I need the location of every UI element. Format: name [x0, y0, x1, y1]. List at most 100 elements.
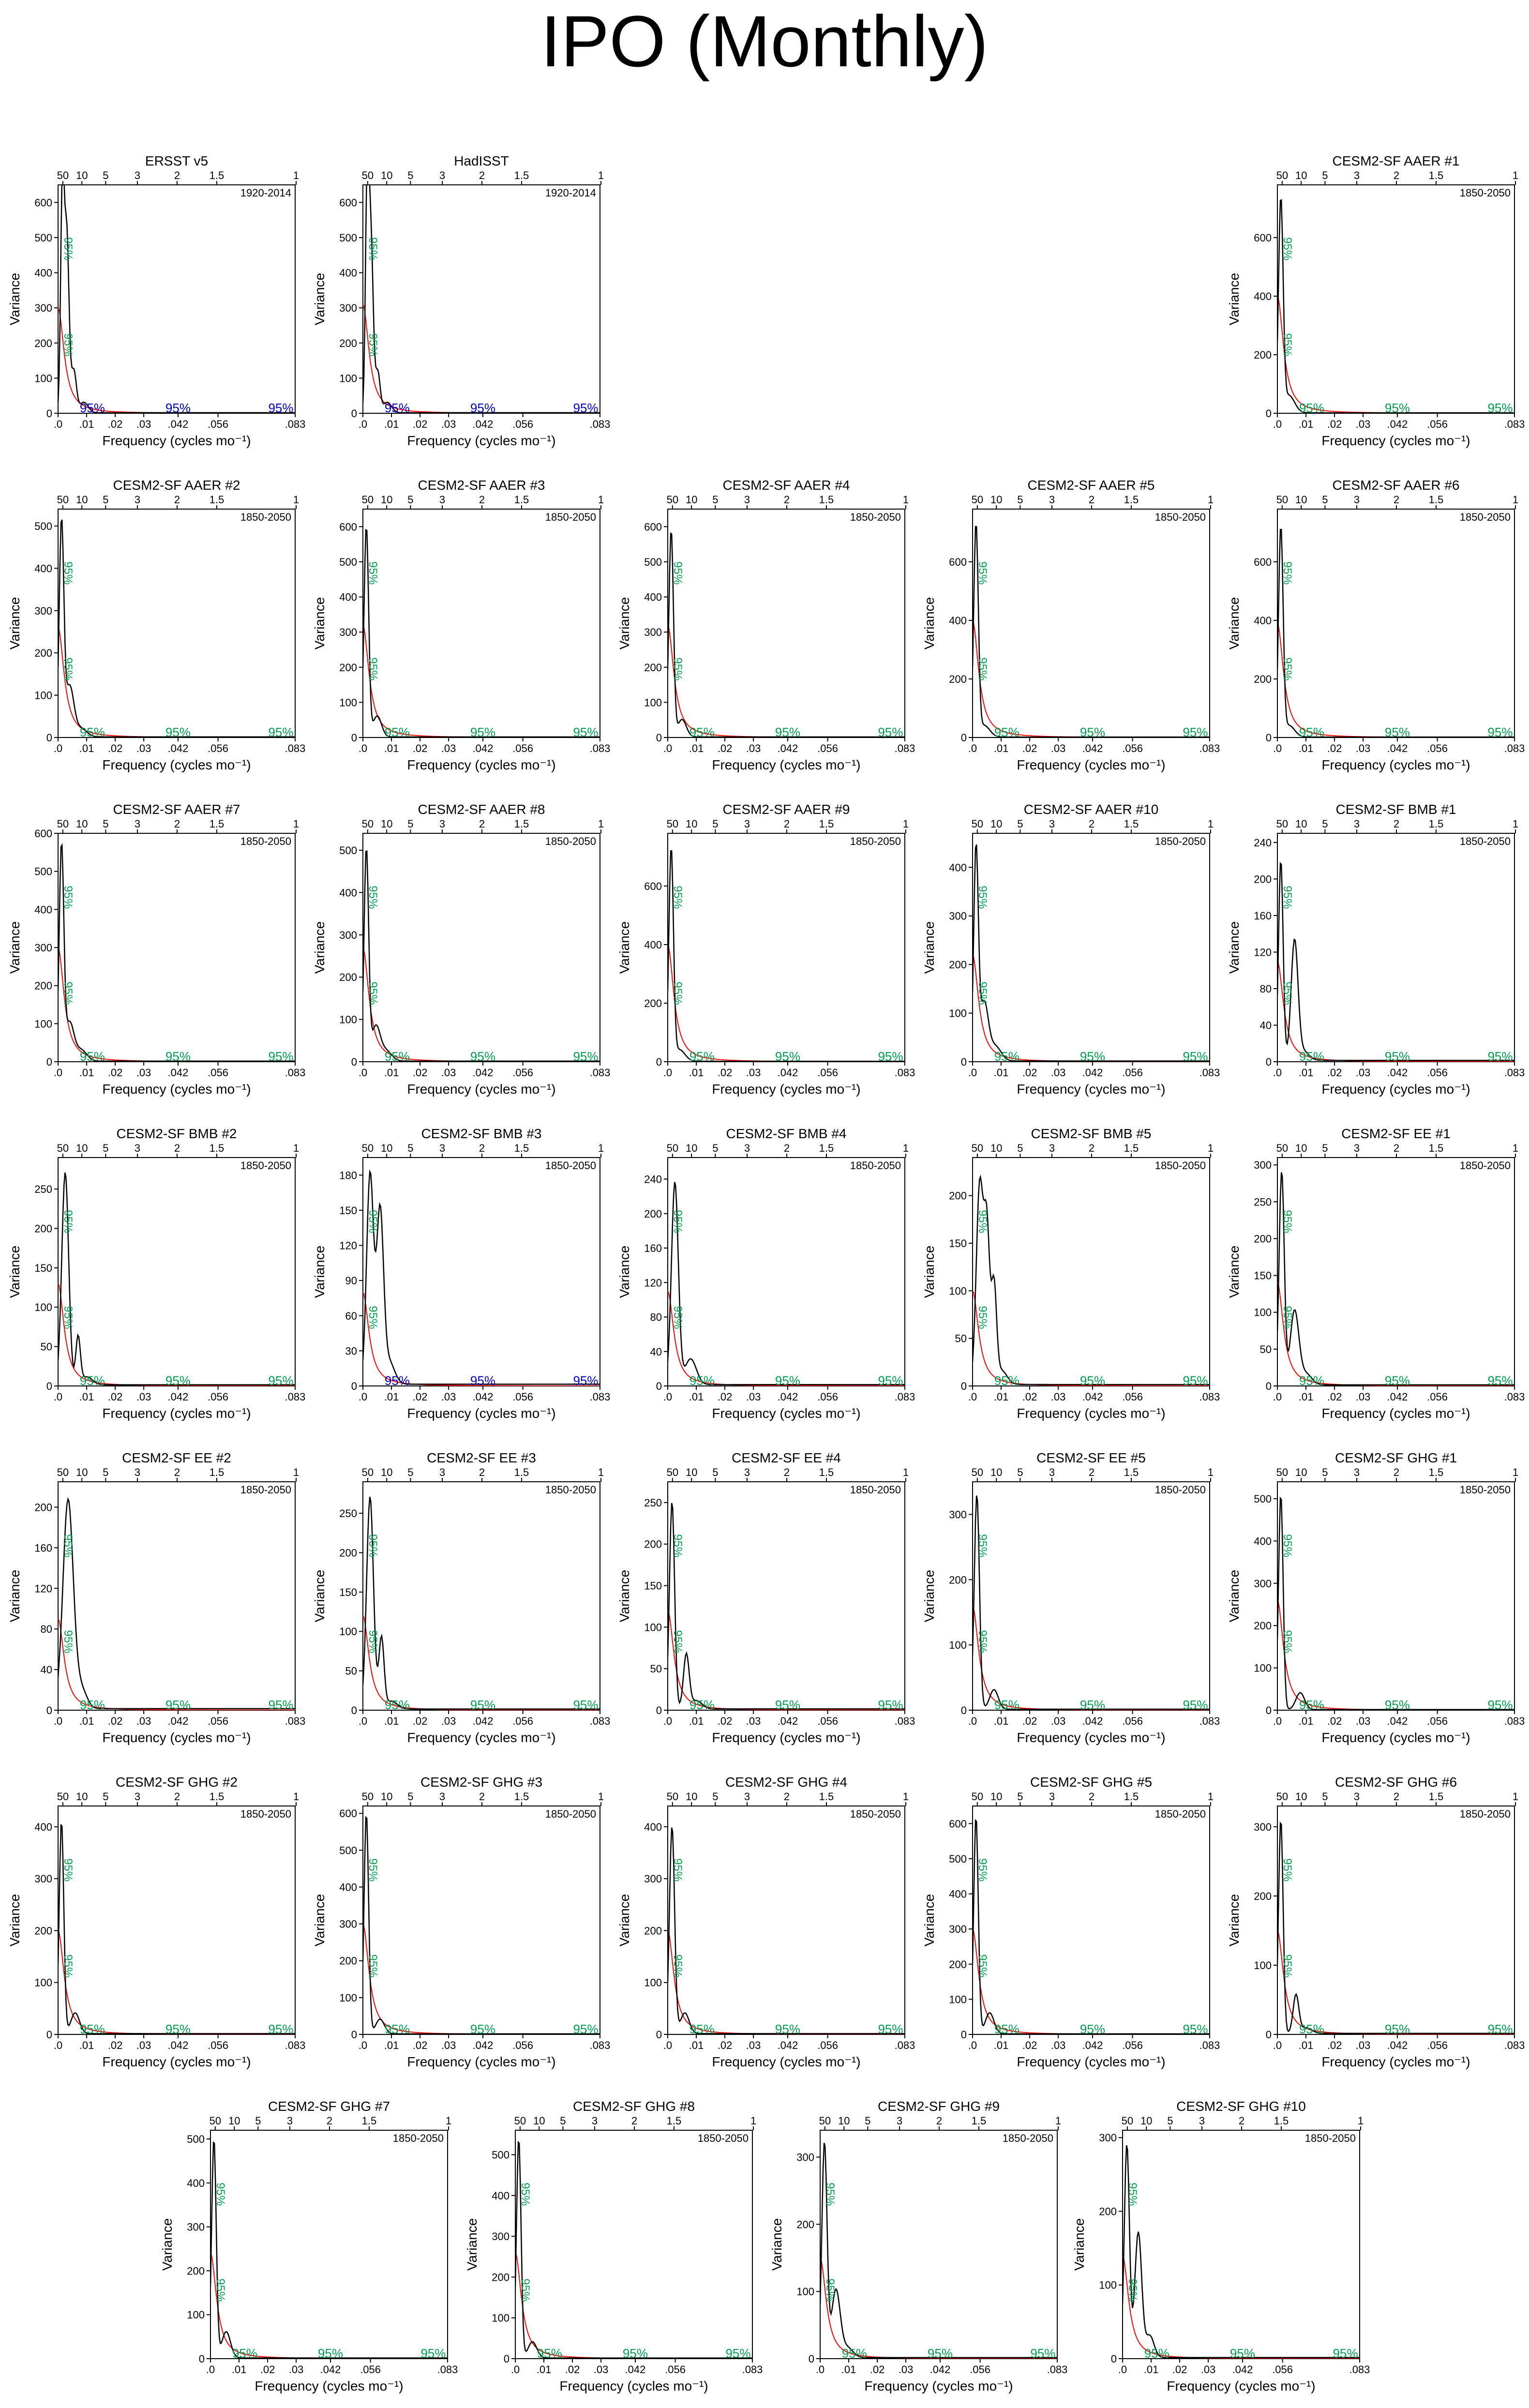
y-tick-label: 600: [339, 1807, 357, 1820]
x-tick-label: .0: [663, 1715, 672, 1727]
y-tick-label: 600: [644, 880, 662, 892]
period-label: 1850-2050: [1460, 1808, 1511, 1820]
x-tick-label: .03: [136, 1391, 151, 1403]
x-tick-label: .02: [413, 1391, 428, 1403]
plot-frame: [58, 509, 296, 738]
y-tick-label: 240: [644, 1174, 662, 1186]
period-tick-label: 2: [174, 494, 180, 506]
x-tick-label: .03: [899, 2363, 914, 2376]
panel-title: CESM2-SF EE #4: [732, 1450, 841, 1465]
significance-label: 95%: [420, 2346, 446, 2361]
period-tick-label: 50: [667, 494, 678, 506]
significance-label-vertical: 95%: [366, 1630, 379, 1653]
period-tick-label: 1.5: [1429, 1791, 1444, 1803]
period-tick-label: 1.5: [1274, 2115, 1289, 2127]
x-tick-label: .02: [1172, 2363, 1187, 2376]
x-tick-label: .01: [1299, 742, 1314, 754]
y-tick-label: 500: [492, 2149, 510, 2161]
panel-title: CESM2-SF EE #2: [122, 1450, 231, 1465]
x-tick-label: .03: [1051, 742, 1066, 754]
plot-frame: [362, 1481, 600, 1711]
x-tick-label: .083: [1504, 1715, 1525, 1727]
period-tick-label: 5: [1017, 818, 1023, 830]
x-tick-label: .042: [1387, 742, 1408, 754]
period-tick-label: 3: [1354, 1791, 1360, 1803]
spectrum-curve: [363, 1169, 600, 1385]
y-tick-label: 600: [339, 521, 357, 533]
x-tick-label: .083: [437, 2363, 458, 2376]
significance-label: 95%: [80, 1373, 105, 1388]
x-tick-label: .01: [689, 1391, 704, 1403]
spectrum-curve: [668, 532, 905, 737]
significance-label-vertical: 95%: [61, 237, 75, 260]
y-tick-label: 400: [187, 2177, 205, 2189]
y-tick-label: 0: [961, 1380, 967, 1392]
period-tick-label: 5: [712, 1791, 718, 1803]
period-tick-label: 5: [1017, 1791, 1023, 1803]
y-tick-label: 300: [949, 910, 967, 922]
x-tick-label: .03: [1201, 2363, 1216, 2376]
significance-label-vertical: 95%: [671, 1306, 684, 1329]
period-tick-label: 3: [439, 1791, 445, 1803]
plot-frame: [1277, 509, 1515, 738]
red-noise-curve: [363, 304, 600, 413]
red-noise-curve: [1277, 1282, 1514, 1386]
period-tick-label: 1: [1513, 494, 1518, 506]
panel-title: CESM2-SF BMB #5: [1031, 1126, 1152, 1141]
period-tick-label: 3: [439, 818, 445, 830]
period-tick-label: 5: [712, 1466, 718, 1478]
x-tick-label: .03: [441, 1067, 456, 1079]
significance-label: 95%: [1487, 401, 1513, 415]
period-tick-label: 1: [598, 818, 604, 830]
x-tick-label: .01: [994, 1391, 1009, 1403]
y-tick-label: 400: [34, 267, 52, 279]
x-tick-label: .042: [1082, 1391, 1103, 1403]
y-tick-label: 0: [1266, 1704, 1272, 1716]
y-tick-label: 0: [46, 2029, 52, 2041]
plot-frame: [515, 2130, 753, 2359]
y-tick-label: 500: [949, 1853, 967, 1865]
period-tick-label: 3: [1354, 1142, 1360, 1154]
x-axis-label: Frequency (cycles mo⁻¹): [712, 1082, 860, 1097]
significance-label-vertical: 95%: [61, 1630, 75, 1653]
period-tick-label: 50: [1276, 818, 1288, 830]
period-tick-label: 50: [1276, 494, 1288, 506]
x-tick-label: .083: [1504, 742, 1525, 754]
plot-frame: [362, 1806, 600, 2035]
x-axis-label: Frequency (cycles mo⁻¹): [407, 433, 555, 448]
period-tick-label: 50: [210, 2115, 221, 2127]
significance-label-vertical: 95%: [61, 886, 75, 909]
x-tick-label: .03: [1051, 1391, 1066, 1403]
period-tick-label: 5: [1322, 494, 1328, 506]
period-tick-label: 5: [407, 1791, 413, 1803]
period-tick-label: 10: [533, 2115, 545, 2127]
plot-frame: [1277, 1481, 1515, 1711]
significance-label: 95%: [775, 1698, 800, 1712]
x-tick-label: .0: [968, 1715, 977, 1727]
significance-label: 95%: [232, 2346, 257, 2361]
x-tick-label: .0: [359, 1067, 367, 1079]
period-tick-label: 10: [990, 1791, 1002, 1803]
x-tick-label: .042: [1082, 1067, 1103, 1079]
x-tick-label: .01: [994, 1067, 1009, 1079]
x-tick-label: .0: [54, 742, 62, 754]
y-tick-label: 200: [34, 647, 52, 659]
period-label: 1850-2050: [240, 1484, 291, 1496]
x-tick-label: .0: [359, 1715, 367, 1727]
period-tick-label: 50: [972, 818, 983, 830]
x-tick-label: .03: [594, 2363, 609, 2376]
x-tick-label: .0: [1273, 1715, 1282, 1727]
x-tick-label: .056: [208, 1067, 228, 1079]
red-noise-curve: [363, 625, 600, 737]
x-axis-label: Frequency (cycles mo⁻¹): [255, 2378, 403, 2393]
period-tick-label: 10: [381, 1466, 392, 1478]
plot-frame: [362, 184, 600, 414]
x-tick-label: .0: [1273, 1067, 1282, 1079]
x-tick-label: .02: [108, 1067, 123, 1079]
x-tick-label: .056: [1427, 418, 1448, 430]
y-tick-label: 300: [187, 2221, 205, 2233]
period-label: 1850-2050: [545, 835, 596, 847]
